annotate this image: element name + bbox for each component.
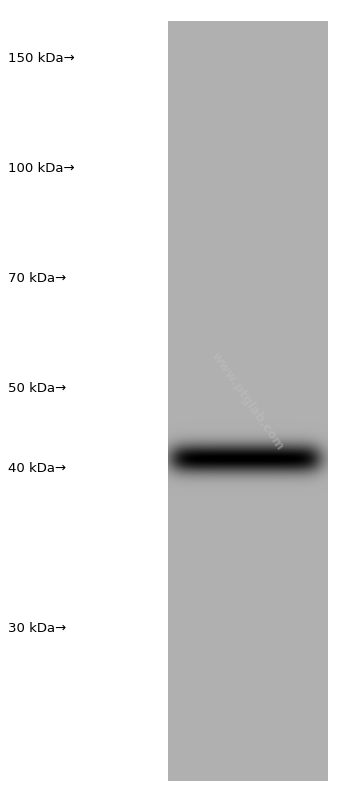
Text: 50 kDa→: 50 kDa→ (8, 381, 66, 395)
Text: 30 kDa→: 30 kDa→ (8, 622, 66, 634)
Text: www.ptglab.com: www.ptglab.com (209, 349, 287, 453)
Text: 40 kDa→: 40 kDa→ (8, 462, 66, 475)
Text: 100 kDa→: 100 kDa→ (8, 161, 75, 174)
Text: 70 kDa→: 70 kDa→ (8, 272, 66, 284)
Text: 150 kDa→: 150 kDa→ (8, 51, 75, 65)
